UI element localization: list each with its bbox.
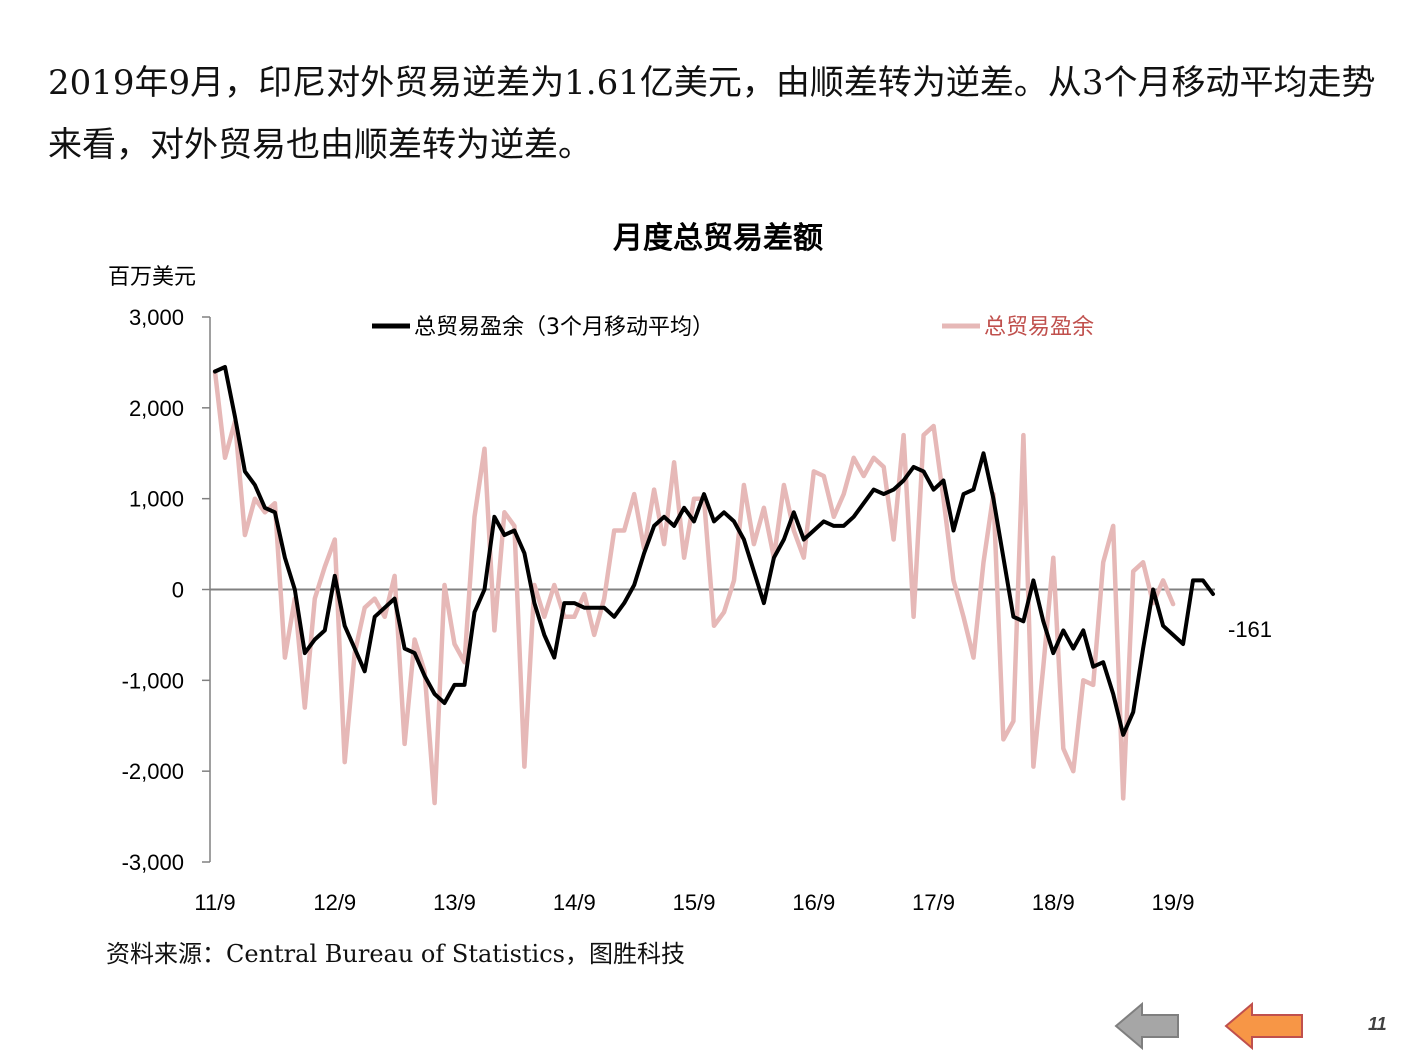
x-tick-label: 13/9 (433, 890, 476, 915)
axes: 3,000 2,000 1,000 0 -1,000 -2,000 -3,000 11/9 12… (122, 305, 1215, 915)
legend: 总贸易盈余（3个月移动平均） 总贸易盈余 (372, 315, 1094, 340)
x-tick-label: 15/9 (673, 890, 716, 915)
arrow-left-orange-icon (1224, 1001, 1303, 1051)
series-line-monthly (212, 369, 1176, 806)
x-tick-label: 17/9 (912, 890, 955, 915)
x-tick-label: 16/9 (792, 890, 835, 915)
x-tick-label: 19/9 (1152, 890, 1195, 915)
series-line-moving-average (213, 365, 1215, 737)
y-tick-label: -1,000 (122, 668, 184, 693)
legend-item-moving-average-label: 总贸易盈余（3个月移动平均） (414, 315, 714, 340)
next-page-button[interactable] (1222, 1000, 1308, 1056)
x-tick-label: 11/9 (194, 890, 235, 915)
previous-page-button[interactable] (1112, 1000, 1182, 1056)
y-tick-label: -3,000 (122, 850, 184, 875)
x-tick-label: 12/9 (313, 890, 356, 915)
y-axis-unit-label: 百万美元 (108, 265, 196, 290)
y-tick-label: 0 (172, 578, 184, 603)
source-note: 资料来源：Central Bureau of Statistics，图胜科技 (106, 940, 685, 968)
legend-item-monthly-label: 总贸易盈余 (984, 315, 1094, 340)
end-value-annotation: -161 (1228, 617, 1272, 642)
intro-paragraph: 2019年9月，印尼对外贸易逆差为1.61亿美元，由顺差转为逆差。从3个月移动平… (48, 63, 1376, 165)
chart-title: 月度总贸易差额 (613, 221, 823, 256)
x-tick-label: 14/9 (553, 890, 596, 915)
y-tick-label: 1,000 (129, 487, 184, 512)
arrow-left-gray-icon (1114, 1001, 1179, 1051)
series-layer (212, 365, 1215, 806)
x-tick-label: 18/9 (1032, 890, 1075, 915)
y-tick-label: 2,000 (129, 396, 184, 421)
y-tick-label: -2,000 (122, 759, 184, 784)
y-tick-label: 3,000 (129, 305, 184, 330)
page-number: 11 (1368, 1014, 1387, 1034)
